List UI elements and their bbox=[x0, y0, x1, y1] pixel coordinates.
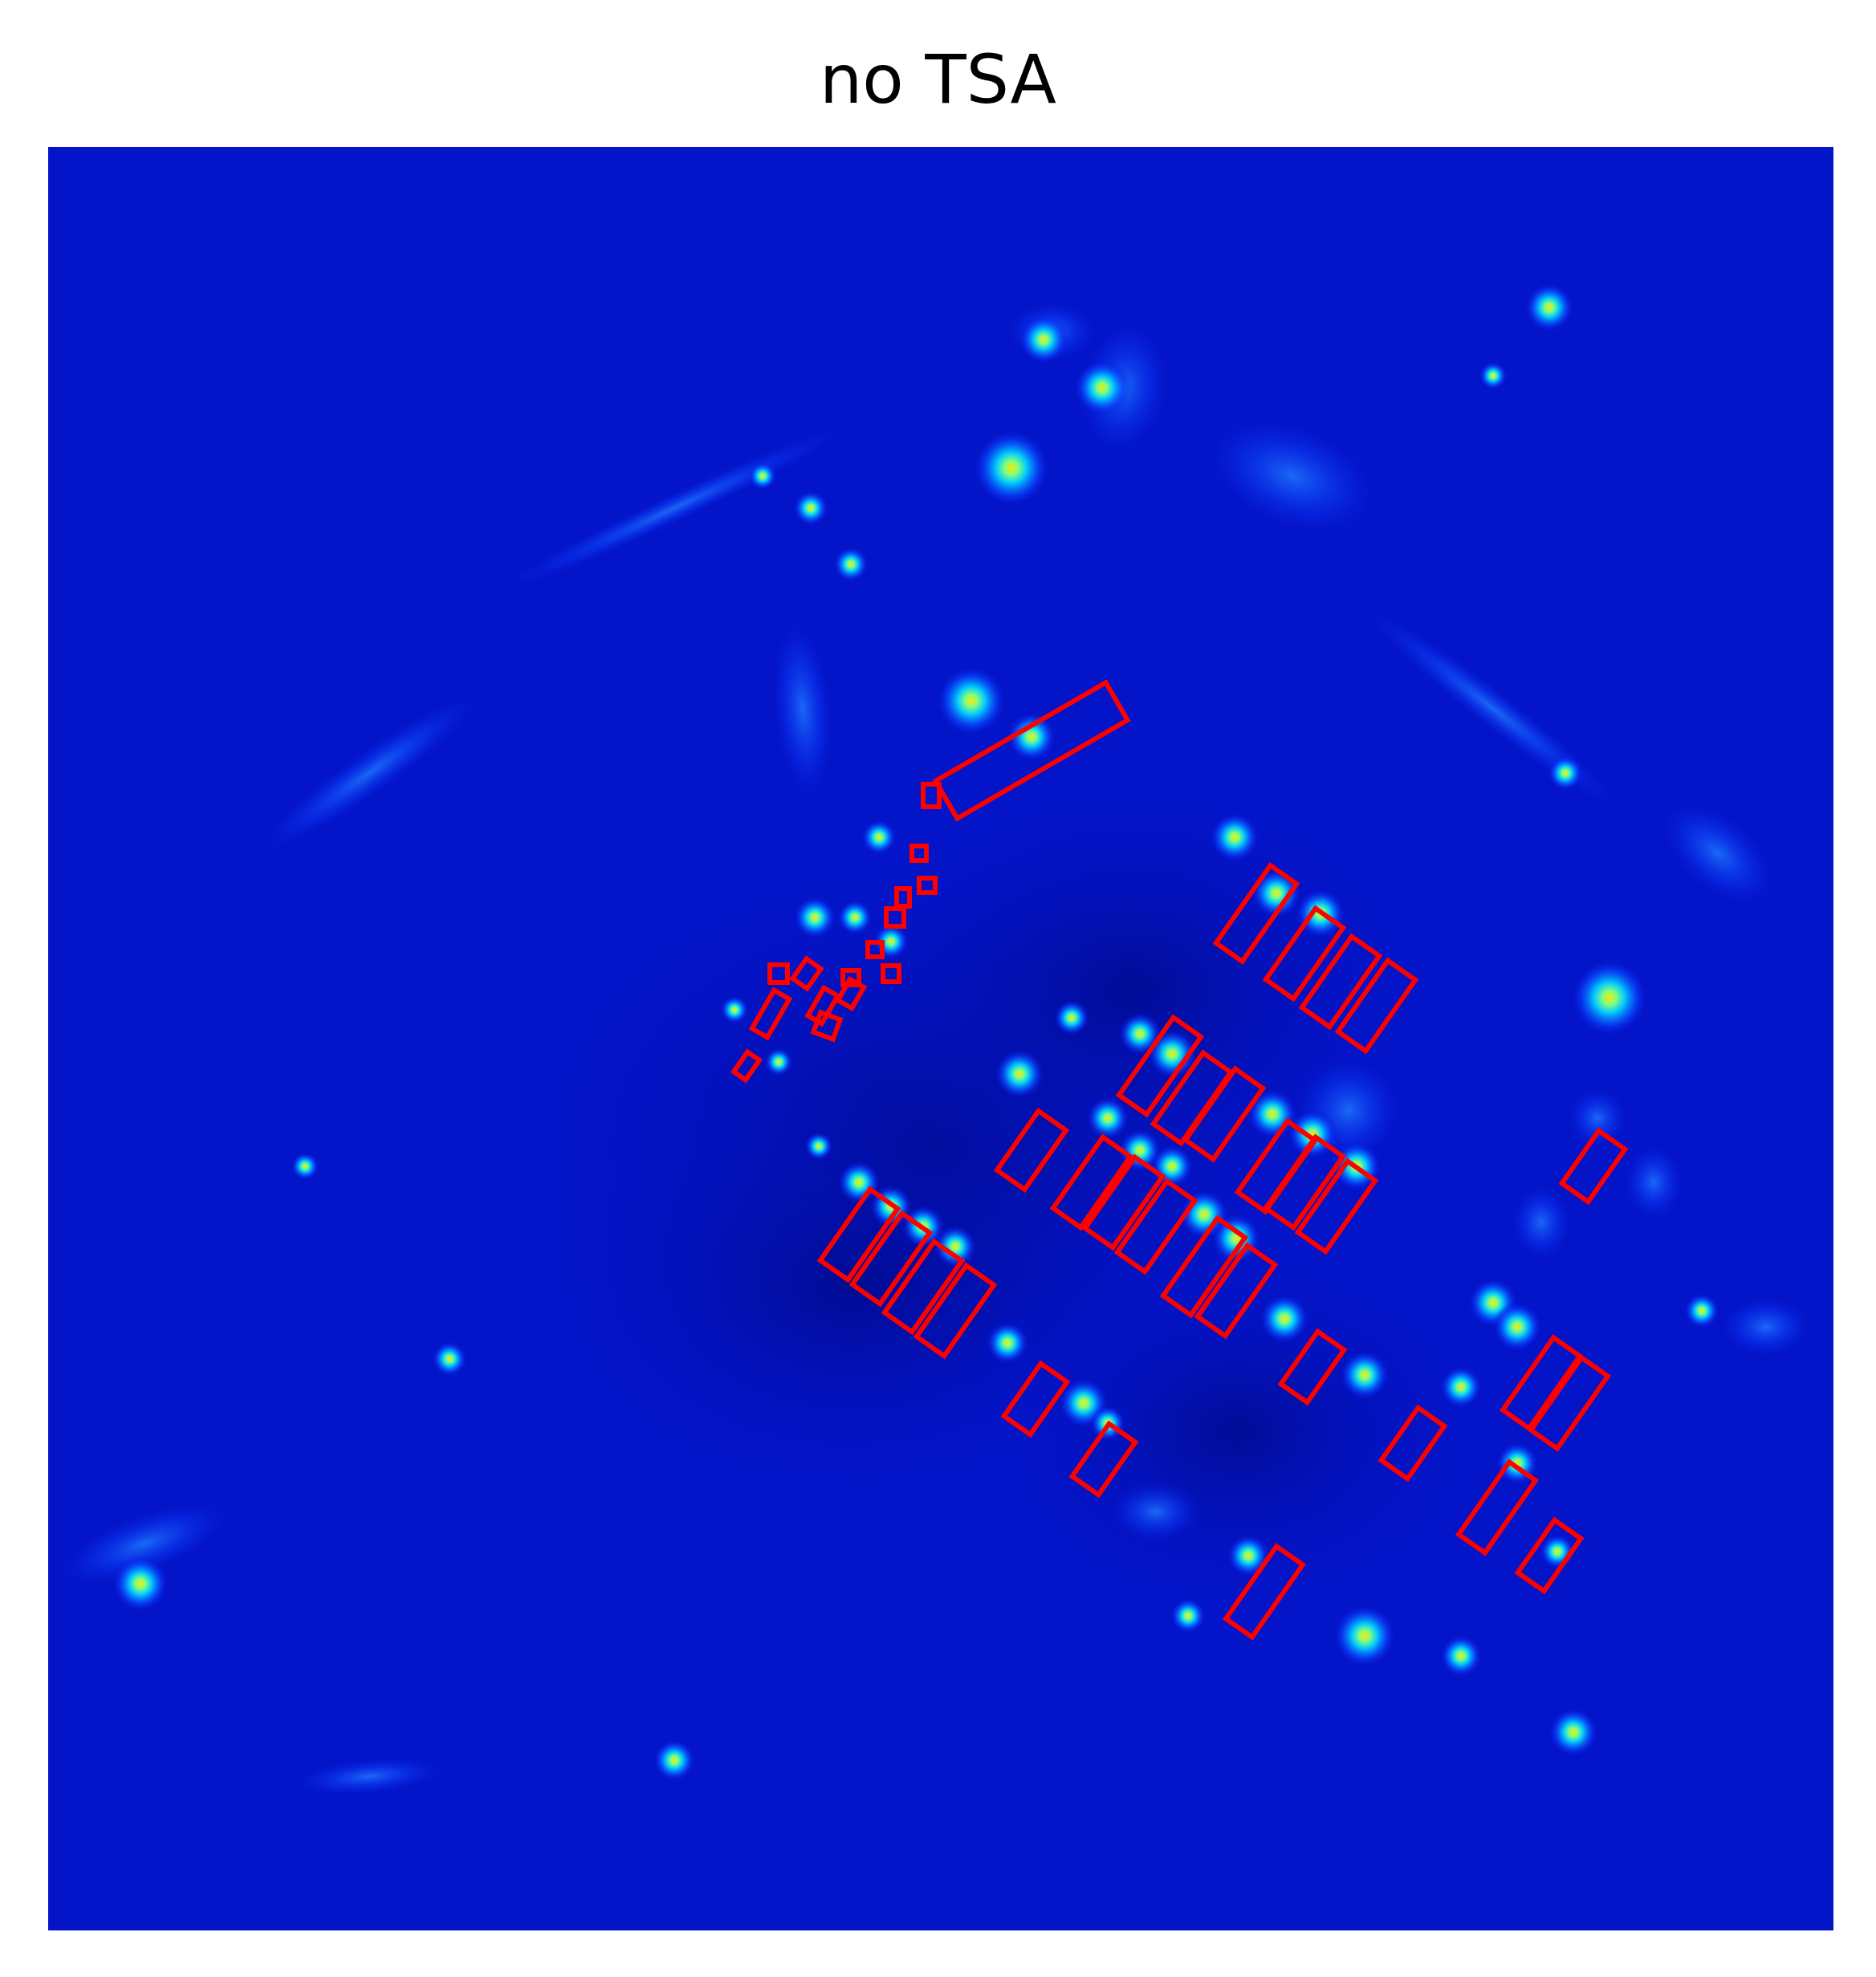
hot-spot bbox=[1548, 755, 1583, 791]
hot-spot bbox=[1019, 315, 1068, 364]
figure-title: no TSA bbox=[0, 40, 1876, 119]
hot-spot bbox=[1054, 1000, 1089, 1035]
hot-spot bbox=[653, 1739, 696, 1782]
glow-streak bbox=[1718, 1295, 1814, 1359]
hot-spot bbox=[1087, 1097, 1129, 1140]
hot-spot bbox=[112, 1556, 169, 1612]
hot-spot bbox=[1210, 812, 1259, 862]
hot-spot bbox=[291, 1152, 319, 1180]
hot-spot bbox=[936, 665, 1007, 736]
heatmap-canvas bbox=[48, 147, 1833, 1930]
hot-spot bbox=[764, 1047, 792, 1076]
hot-spot bbox=[1524, 283, 1574, 332]
hot-spot bbox=[1259, 1294, 1309, 1344]
hot-spot bbox=[748, 462, 776, 490]
hot-spot bbox=[837, 900, 873, 935]
hot-spot bbox=[833, 547, 869, 582]
hot-spot bbox=[1479, 361, 1507, 389]
hot-spot bbox=[1440, 1635, 1483, 1678]
glow-streak bbox=[1509, 1182, 1573, 1263]
hot-spot bbox=[1074, 360, 1130, 416]
hot-spot bbox=[1340, 1350, 1390, 1400]
hot-spot bbox=[1492, 1302, 1542, 1352]
hot-spot bbox=[987, 1322, 1029, 1365]
glow-streak bbox=[1108, 1479, 1204, 1544]
hot-spot bbox=[1548, 1707, 1598, 1757]
hot-spot bbox=[973, 429, 1051, 507]
hot-spot bbox=[1440, 1366, 1483, 1409]
hot-spot bbox=[1227, 1535, 1270, 1577]
hot-spot bbox=[1170, 1598, 1206, 1633]
heatmap-image bbox=[48, 147, 1833, 1930]
hot-spot bbox=[1288, 1109, 1337, 1159]
hot-spot bbox=[1684, 1293, 1719, 1328]
hot-spot bbox=[1333, 1604, 1396, 1667]
hot-spot bbox=[720, 995, 748, 1023]
hot-spot bbox=[995, 1049, 1044, 1099]
glow-streak bbox=[1622, 1142, 1686, 1222]
hot-spot bbox=[1571, 959, 1649, 1037]
hot-spot bbox=[793, 490, 828, 526]
hot-spot bbox=[432, 1341, 467, 1377]
glow-streak bbox=[1565, 1086, 1630, 1150]
hot-spot bbox=[804, 1132, 832, 1160]
hot-spot bbox=[794, 897, 836, 939]
hot-spot bbox=[861, 820, 897, 855]
